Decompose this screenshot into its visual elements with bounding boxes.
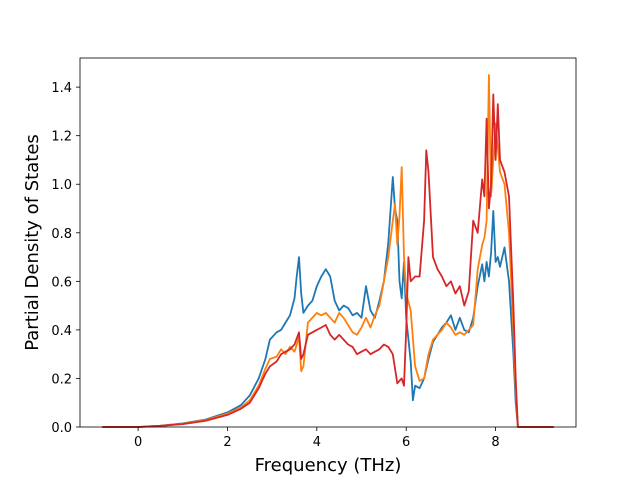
x-tick-label: 2 — [223, 435, 231, 450]
x-tick-label: 8 — [491, 435, 499, 450]
y-axis-label: Partial Density of States — [22, 134, 43, 351]
series-line-1 — [102, 176, 554, 428]
series-line-2 — [102, 74, 554, 428]
y-tick-label: 1.4 — [51, 81, 72, 96]
series-layer — [102, 74, 554, 428]
axes-frame — [79, 57, 577, 428]
plot-area — [80, 58, 576, 427]
y-tick-label: 0.4 — [51, 324, 72, 339]
x-axis-label: Frequency (THz) — [255, 455, 402, 476]
y-tick-label: 1.2 — [51, 130, 72, 145]
y-tick-label: 0.6 — [51, 275, 72, 290]
y-tick-label: 0.8 — [51, 227, 72, 242]
series-line-3 — [102, 93, 554, 428]
x-tick-label: 4 — [313, 435, 321, 450]
y-tick-label: 0.0 — [51, 421, 72, 436]
x-axis-ticks: 0 2 4 6 8 — [134, 427, 500, 450]
y-axis-ticks: 0.0 0.2 0.4 0.6 0.8 1.0 1.2 1.4 — [51, 81, 80, 436]
x-tick-label: 6 — [402, 435, 410, 450]
y-tick-label: 1.0 — [51, 178, 72, 193]
y-tick-label: 0.2 — [51, 372, 72, 387]
x-tick-label: 0 — [134, 435, 142, 450]
